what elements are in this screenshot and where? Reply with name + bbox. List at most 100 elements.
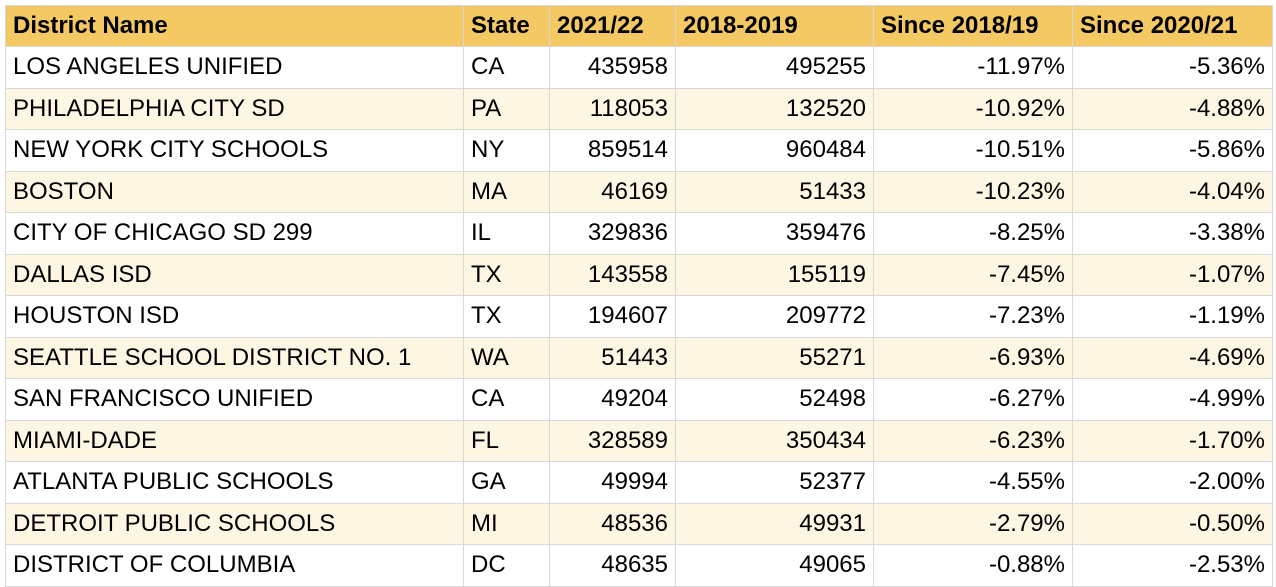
- table-cell: -2.00%: [1072, 461, 1273, 504]
- table-row: PHILADELPHIA CITY SD PA 118053 132520 -10.92…: [5, 87, 1273, 130]
- header-cell: Since 2020/21: [1072, 5, 1273, 47]
- table-cell: -7.45%: [873, 253, 1073, 296]
- table-row: DETROIT PUBLIC SCHOOLS MI 48536 49931 -2.79%…: [5, 502, 1273, 545]
- table-body: LOS ANGELES UNIFIED CA 435958 495255 -11.97%…: [5, 46, 1273, 587]
- table-cell: -5.86%: [1072, 129, 1273, 172]
- table-cell: TX: [463, 253, 550, 296]
- header-row: District Name State 2021/22 2018-2019 Since …: [5, 5, 1273, 47]
- table-cell: -8.25%: [873, 212, 1073, 255]
- table-cell: PA: [463, 87, 550, 130]
- table-cell: 435958: [549, 46, 676, 89]
- table-cell: 49994: [549, 461, 676, 504]
- table-row: SEATTLE SCHOOL DISTRICT NO. 1 WA 51443 5527…: [5, 336, 1273, 379]
- table-cell: HOUSTON ISD: [5, 295, 464, 338]
- table-cell: LOS ANGELES UNIFIED: [5, 46, 464, 89]
- header-cell: State: [463, 5, 550, 47]
- table-cell: -4.55%: [873, 461, 1073, 504]
- table-cell: 209772: [675, 295, 874, 338]
- table-cell: MA: [463, 170, 550, 213]
- table-cell: ATLANTA PUBLIC SCHOOLS: [5, 461, 464, 504]
- table-cell: 55271: [675, 336, 874, 379]
- table-cell: FL: [463, 419, 550, 462]
- table-cell: CITY OF CHICAGO SD 299: [5, 212, 464, 255]
- table-cell: 48635: [549, 544, 676, 587]
- table-cell: 51433: [675, 170, 874, 213]
- table-cell: 329836: [549, 212, 676, 255]
- header-cell: 2018-2019: [675, 5, 874, 47]
- table-cell: 859514: [549, 129, 676, 172]
- table-cell: 143558: [549, 253, 676, 296]
- table-cell: -10.92%: [873, 87, 1073, 130]
- table-cell: CA: [463, 46, 550, 89]
- table-cell: 132520: [675, 87, 874, 130]
- table-cell: -2.53%: [1072, 544, 1273, 587]
- table-cell: GA: [463, 461, 550, 504]
- table-cell: -7.23%: [873, 295, 1073, 338]
- table-cell: PHILADELPHIA CITY SD: [5, 87, 464, 130]
- table-cell: SAN FRANCISCO UNIFIED: [5, 378, 464, 421]
- table-cell: 155119: [675, 253, 874, 296]
- table-cell: -0.88%: [873, 544, 1073, 587]
- table-cell: -1.19%: [1072, 295, 1273, 338]
- table-cell: -4.04%: [1072, 170, 1273, 213]
- table-cell: IL: [463, 212, 550, 255]
- table-row: BOSTON MA 46169 51433 -10.23% -4.04%: [5, 170, 1273, 213]
- table-cell: -11.97%: [873, 46, 1073, 89]
- table-cell: 49065: [675, 544, 874, 587]
- header-cell: Since 2018/19: [873, 5, 1073, 47]
- table-cell: MIAMI-DADE: [5, 419, 464, 462]
- table-cell: 49204: [549, 378, 676, 421]
- header-cell: District Name: [5, 5, 464, 47]
- table-row: LOS ANGELES UNIFIED CA 435958 495255 -11.97%…: [5, 46, 1273, 89]
- table-cell: WA: [463, 336, 550, 379]
- table-cell: -2.79%: [873, 502, 1073, 545]
- table-cell: BOSTON: [5, 170, 464, 213]
- table-cell: NEW YORK CITY SCHOOLS: [5, 129, 464, 172]
- table-cell: NY: [463, 129, 550, 172]
- table-cell: -5.36%: [1072, 46, 1273, 89]
- table-row: DALLAS ISD TX 143558 155119 -7.45% -1.07%: [5, 253, 1273, 296]
- table-cell: CA: [463, 378, 550, 421]
- table-cell: -4.69%: [1072, 336, 1273, 379]
- table-cell: -3.38%: [1072, 212, 1273, 255]
- table-cell: DALLAS ISD: [5, 253, 464, 296]
- table-cell: SEATTLE SCHOOL DISTRICT NO. 1: [5, 336, 464, 379]
- table-cell: -4.99%: [1072, 378, 1273, 421]
- table-cell: 49931: [675, 502, 874, 545]
- table-cell: 495255: [675, 46, 874, 89]
- header-cell: 2021/22: [549, 5, 676, 47]
- table-cell: -1.07%: [1072, 253, 1273, 296]
- table-cell: 46169: [549, 170, 676, 213]
- table-cell: -6.93%: [873, 336, 1073, 379]
- table-row: CITY OF CHICAGO SD 299 IL 329836 359476 -8.2…: [5, 212, 1273, 255]
- table-cell: DC: [463, 544, 550, 587]
- table-cell: -6.27%: [873, 378, 1073, 421]
- table-cell: TX: [463, 295, 550, 338]
- table-cell: 359476: [675, 212, 874, 255]
- table-cell: -0.50%: [1072, 502, 1273, 545]
- table-cell: 51443: [549, 336, 676, 379]
- table-cell: -10.51%: [873, 129, 1073, 172]
- table-row: ATLANTA PUBLIC SCHOOLS GA 49994 52377 -4.55%…: [5, 461, 1273, 504]
- table-cell: 328589: [549, 419, 676, 462]
- table-cell: DISTRICT OF COLUMBIA: [5, 544, 464, 587]
- table-row: MIAMI-DADE FL 328589 350434 -6.23% -1.70%: [5, 419, 1273, 462]
- table-cell: 960484: [675, 129, 874, 172]
- table-cell: -6.23%: [873, 419, 1073, 462]
- table-cell: -1.70%: [1072, 419, 1273, 462]
- sheet: District Name State 2021/22 2018-2019 Since …: [5, 5, 1273, 587]
- table-cell: 118053: [549, 87, 676, 130]
- table-row: DISTRICT OF COLUMBIA DC 48635 49065 -0.88% -2…: [5, 544, 1273, 587]
- table-cell: 194607: [549, 295, 676, 338]
- table-row: SAN FRANCISCO UNIFIED CA 49204 52498 -6.27% -…: [5, 378, 1273, 421]
- data-table: District Name State 2021/22 2018-2019 Since …: [5, 5, 1273, 587]
- table-cell: -10.23%: [873, 170, 1073, 213]
- table-row: HOUSTON ISD TX 194607 209772 -7.23% -1.19%: [5, 295, 1273, 338]
- table-cell: MI: [463, 502, 550, 545]
- table-row: NEW YORK CITY SCHOOLS NY 859514 960484 -10.5…: [5, 129, 1273, 172]
- table-cell: DETROIT PUBLIC SCHOOLS: [5, 502, 464, 545]
- table-cell: 48536: [549, 502, 676, 545]
- table-cell: -4.88%: [1072, 87, 1273, 130]
- table-cell: 350434: [675, 419, 874, 462]
